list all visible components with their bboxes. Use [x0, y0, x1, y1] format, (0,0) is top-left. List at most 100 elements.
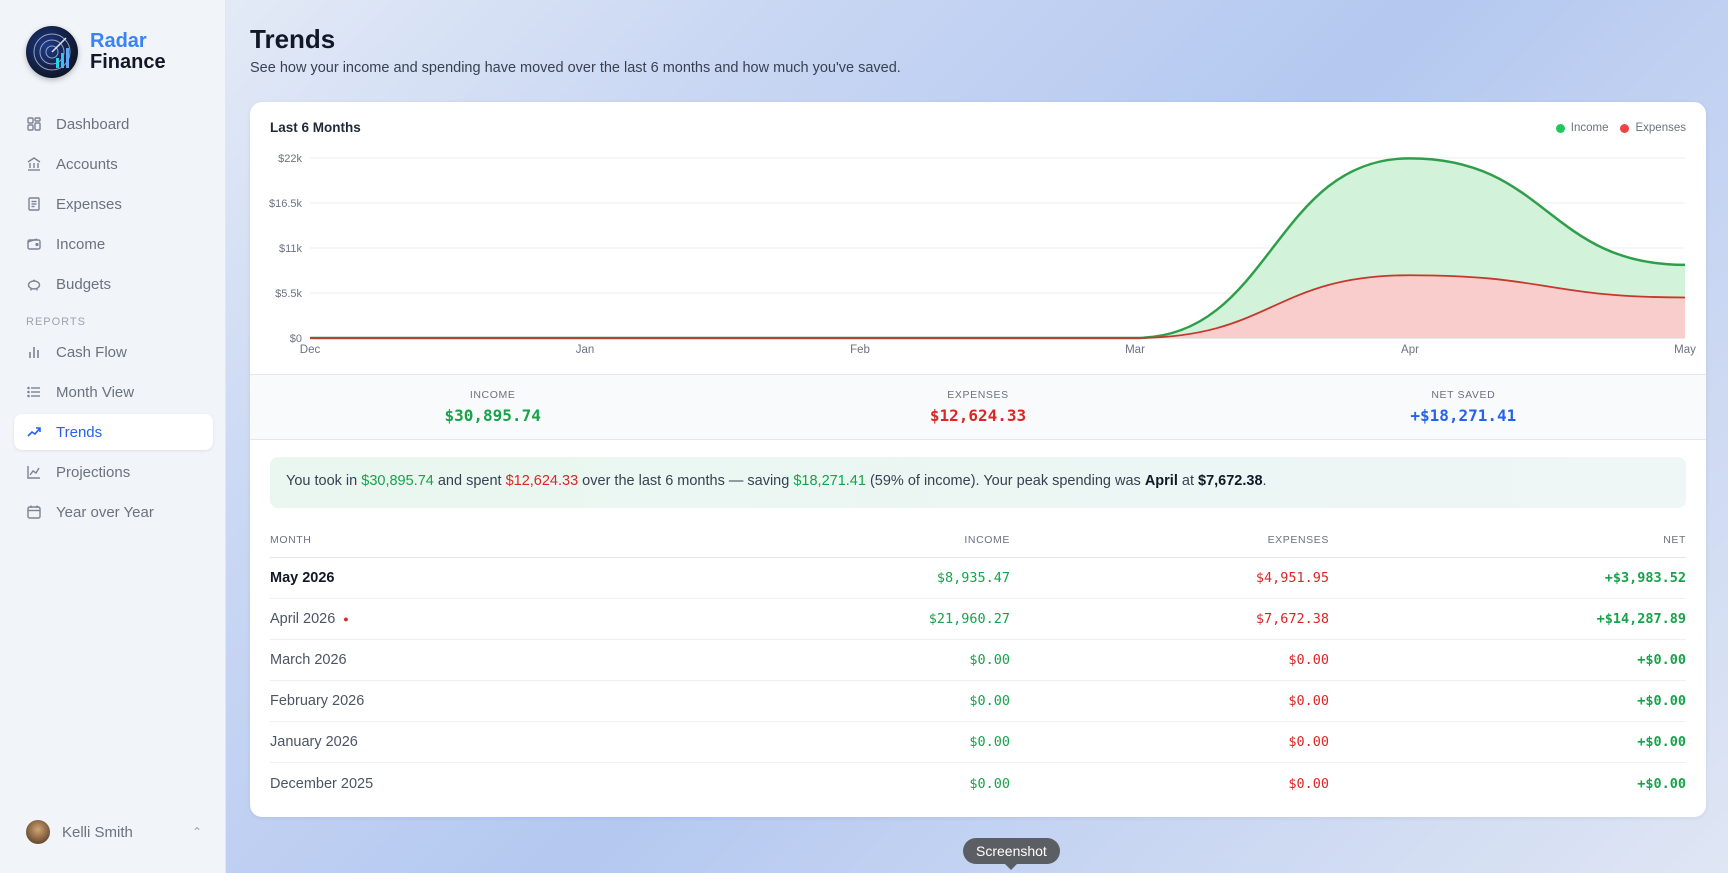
legend-income[interactable]: Income [1555, 122, 1609, 134]
y-tick-label: $22k [278, 153, 302, 165]
list-icon [26, 384, 42, 400]
row-expenses: $4,951.95 [1255, 570, 1329, 586]
table-row[interactable]: April 2026 ● $21,960.27 $7,672.38 +$14,2… [270, 599, 1686, 640]
sidebar-item-cash-flow[interactable]: Cash Flow [14, 334, 213, 370]
dashboard-icon [26, 116, 42, 132]
column-header-expenses[interactable]: EXPENSES [1267, 533, 1329, 546]
row-income: $21,960.27 [928, 611, 1010, 627]
stat-expenses: EXPENSES $12,624.33 [735, 375, 1220, 439]
legend-expenses[interactable]: Expenses [1620, 122, 1686, 134]
sidebar-item-dashboard[interactable]: Dashboard [14, 106, 213, 142]
page-title: Trends [250, 24, 336, 54]
y-tick-label: $11k [279, 243, 303, 255]
user-menu[interactable]: Kelli Smith ⌃ [26, 820, 202, 844]
trending-up-icon [26, 424, 42, 440]
x-tick-label: Mar [1125, 344, 1145, 356]
sidebar-item-expenses[interactable]: Expenses [14, 186, 213, 222]
y-tick-label: $5.5k [275, 288, 302, 300]
chevron-up-down-icon: ⌃ [191, 825, 202, 839]
bar-chart-icon [26, 344, 42, 360]
sidebar-item-month-view[interactable]: Month View [14, 374, 213, 410]
insight-peak-amount: $7,672.38 [1198, 473, 1263, 489]
trends-area-chart: $0 $5.5k $11k $16.5k $22k Dec Jan Feb Mar Apr May [269, 153, 1696, 356]
legend-label: Expenses [1635, 122, 1686, 134]
insight-text: and spent [433, 473, 506, 489]
table-row[interactable]: December 2025 $0.00 $0.00 +$0.00 [270, 763, 1686, 804]
row-month: March 2026 [270, 652, 347, 668]
stat-value: $12,624.33 [929, 406, 1027, 425]
sidebar-item-income[interactable]: Income [14, 226, 213, 262]
screenshot-tooltip: Screenshot [963, 838, 1060, 870]
insight-text: (59% of income). Your peak spending was [865, 473, 1145, 489]
sidebar-item-label: Year over Year [56, 503, 154, 521]
column-header-net[interactable]: NET [1663, 533, 1686, 546]
stat-net-saved: NET SAVED +$18,271.41 [1221, 375, 1706, 439]
table-header: MONTH INCOME EXPENSES NET [270, 522, 1686, 558]
sidebar-item-year-over-year[interactable]: Year over Year [14, 494, 213, 530]
insight-text: You took in [286, 473, 362, 489]
row-net: +$0.00 [1637, 693, 1686, 709]
table-row[interactable]: January 2026 $0.00 $0.00 +$0.00 [270, 722, 1686, 763]
table-row[interactable]: February 2026 $0.00 $0.00 +$0.00 [270, 681, 1686, 722]
calendar-icon [26, 504, 42, 520]
row-expenses: $0.00 [1288, 775, 1329, 792]
row-expenses: $0.00 [1288, 734, 1329, 750]
brand[interactable]: Radar Finance [26, 26, 166, 78]
y-tick-label: $0 [290, 333, 302, 345]
row-expenses: $7,672.38 [1255, 611, 1329, 627]
piggy-bank-icon [26, 276, 42, 292]
receipt-icon [26, 196, 42, 212]
legend-label: Income [1570, 122, 1609, 134]
x-tick-label: May [1674, 344, 1696, 356]
row-income: $0.00 [969, 693, 1010, 709]
insight-saved: $18,271.41 [793, 473, 866, 489]
stat-label: INCOME [469, 389, 516, 401]
table-row[interactable]: May 2026 $8,935.47 $4,951.95 +$3,983.52 [270, 558, 1686, 599]
y-tick-label: $16.5k [269, 198, 303, 210]
row-net: +$0.00 [1637, 775, 1686, 792]
row-expenses: $0.00 [1288, 652, 1329, 668]
row-income: $0.00 [969, 775, 1010, 792]
x-tick-label: Dec [300, 344, 321, 356]
insight-text: . [1262, 473, 1267, 489]
row-income: $0.00 [969, 652, 1010, 668]
row-month: April 2026 [270, 611, 336, 627]
row-month: January 2026 [270, 734, 358, 750]
row-net: +$14,287.89 [1596, 611, 1686, 627]
row-income: $8,935.47 [936, 570, 1010, 586]
sidebar-item-label: Dashboard [56, 115, 130, 133]
sidebar-item-budgets[interactable]: Budgets [14, 266, 213, 302]
sidebar-item-label: Projections [56, 463, 131, 481]
row-net: +$0.00 [1637, 652, 1686, 668]
column-header-month[interactable]: MONTH [270, 533, 312, 546]
sidebar-item-label: Trends [56, 423, 103, 441]
chart-title: Last 6 Months [270, 120, 361, 135]
row-net: +$3,983.52 [1604, 570, 1686, 586]
column-header-income[interactable]: INCOME [964, 533, 1010, 546]
insight-text: over the last 6 months — saving [578, 473, 794, 489]
stat-income: INCOME $30,895.74 [250, 375, 735, 439]
summary-stats: INCOME $30,895.74 EXPENSES $12,624.33 NE… [250, 374, 1706, 440]
sidebar-item-projections[interactable]: Projections [14, 454, 213, 490]
sidebar-item-label: Accounts [56, 155, 118, 173]
table-row[interactable]: March 2026 $0.00 $0.00 +$0.00 [270, 640, 1686, 681]
legend-dot-icon [1620, 123, 1630, 133]
stat-value: $30,895.74 [444, 406, 541, 425]
series-line-expenses [309, 274, 1686, 339]
page-subtitle: See how your income and spending have mo… [250, 60, 901, 76]
user-name: Kelli Smith [62, 823, 133, 841]
sidebar-item-accounts[interactable]: Accounts [14, 146, 213, 182]
legend-dot-icon [1555, 123, 1565, 133]
radar-logo-icon [26, 26, 78, 78]
row-income: $0.00 [969, 734, 1010, 750]
stat-label: NET SAVED [1431, 389, 1496, 401]
insight-income: $30,895.74 [361, 473, 434, 489]
insight-banner: You took in $30,895.74 and spent $12,624… [270, 457, 1686, 508]
row-month: May 2026 [270, 570, 335, 586]
sidebar-item-trends[interactable]: Trends [14, 414, 213, 450]
x-tick-label: Jan [576, 344, 595, 356]
stat-value: +$18,271.41 [1410, 406, 1517, 425]
x-tick-label: Feb [850, 344, 870, 356]
line-chart-icon [26, 464, 42, 480]
x-tick-label: Apr [1401, 344, 1419, 356]
